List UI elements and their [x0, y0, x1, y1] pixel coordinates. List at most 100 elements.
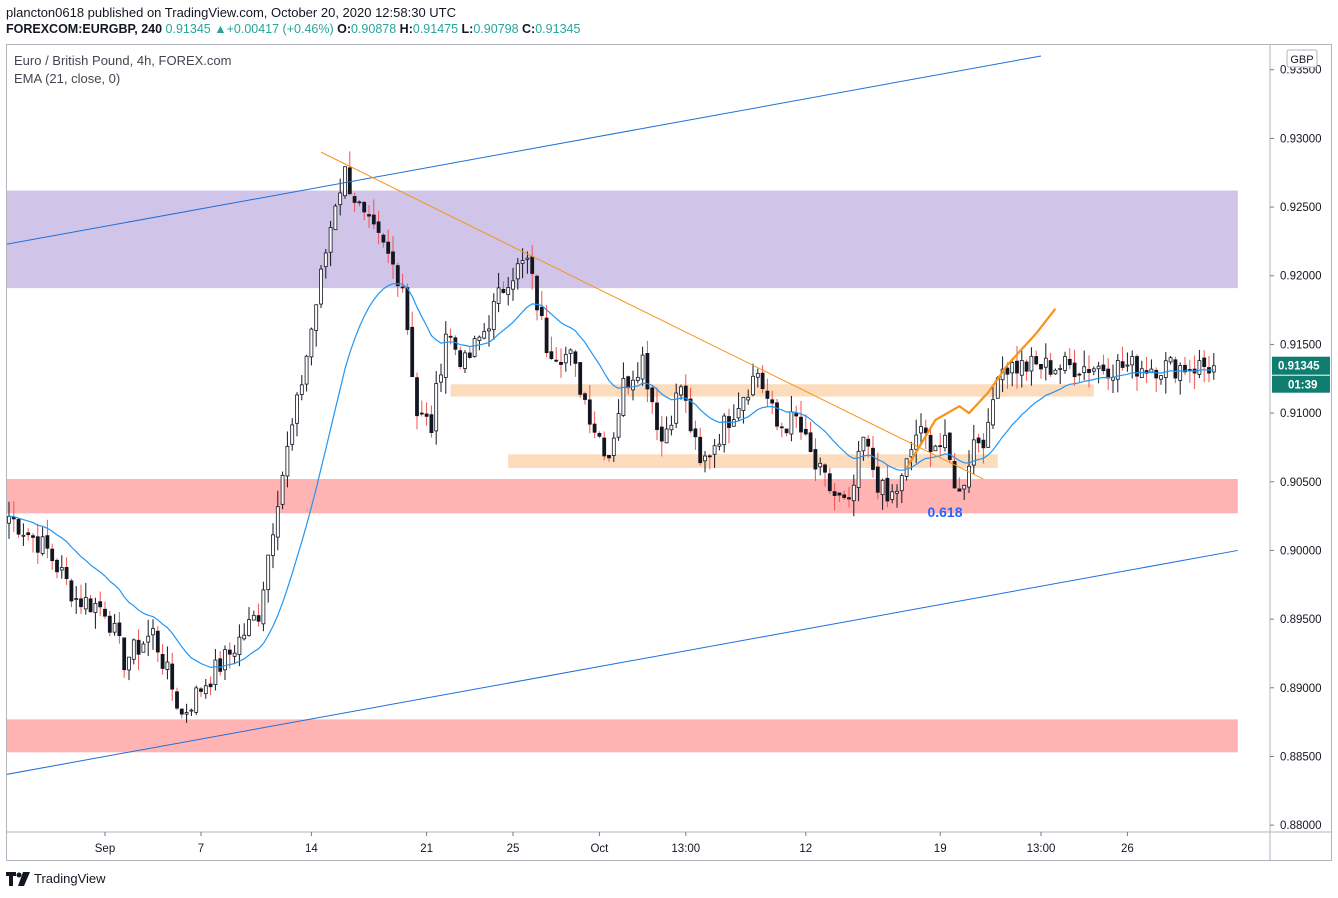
- candle-body: [607, 455, 611, 459]
- orange-zone-upper: [450, 384, 1094, 397]
- tradingview-logo-icon: [6, 871, 30, 886]
- candle-body: [535, 275, 539, 311]
- publisher-line: plancton0618 published on TradingView.co…: [6, 5, 457, 20]
- candle-body: [1019, 360, 1024, 376]
- candle-body: [851, 484, 856, 502]
- candle-body: [194, 687, 199, 713]
- up-arrow-icon: ▲: [214, 22, 227, 36]
- candle-body: [722, 415, 727, 445]
- candle-body: [707, 455, 712, 458]
- candle-body: [1048, 360, 1053, 375]
- candle-body: [875, 466, 880, 493]
- candle-body: [26, 532, 31, 536]
- candle-body: [693, 428, 698, 438]
- candle-body: [1029, 355, 1034, 372]
- candle-body: [333, 205, 338, 231]
- candle-body: [1063, 356, 1067, 371]
- candle-body: [482, 331, 487, 339]
- last-price-label: 0.91345: [1278, 361, 1320, 373]
- candle-body: [227, 649, 232, 655]
- candle-body: [1101, 364, 1106, 371]
- candle-body: [655, 402, 659, 431]
- candle-body: [1058, 368, 1063, 370]
- candle-body: [45, 535, 50, 549]
- candle-body: [621, 378, 626, 416]
- candle-body: [808, 432, 813, 453]
- candle-body: [506, 287, 511, 296]
- candle-body: [938, 445, 943, 448]
- candle-body: [1183, 364, 1187, 373]
- candle-body: [314, 304, 319, 331]
- candle-body: [544, 317, 549, 354]
- currency-badge: GBP: [1286, 49, 1318, 68]
- y-tick-label: 0.92500: [1280, 202, 1322, 214]
- candle-body: [837, 492, 842, 496]
- candle-body: [1005, 367, 1010, 375]
- candle-body: [1125, 364, 1130, 367]
- candle-body: [112, 622, 117, 633]
- ema-21-line: [8, 283, 1214, 669]
- candle-body: [131, 639, 136, 660]
- candle-body: [611, 437, 616, 456]
- candle-body: [967, 465, 971, 488]
- y-tick-label: 0.93000: [1280, 133, 1322, 145]
- candle-body: [1077, 373, 1082, 376]
- high-label: H:: [399, 22, 413, 36]
- candle-body: [736, 408, 741, 419]
- candle-body: [880, 479, 885, 496]
- candle-body: [247, 619, 251, 636]
- candle-body: [74, 598, 79, 600]
- candle-body: [981, 439, 986, 449]
- candle-body: [1168, 357, 1173, 363]
- candle-body: [35, 536, 40, 553]
- footer-brand-text: TradingView: [34, 871, 106, 886]
- candle-body: [779, 426, 784, 429]
- candle-body: [415, 377, 419, 417]
- chart-header: plancton0618 published on TradingView.co…: [6, 4, 580, 38]
- countdown-label: 01:39: [1288, 380, 1317, 392]
- candle-body: [127, 656, 131, 671]
- projection-path: [905, 308, 1057, 469]
- candle-body: [271, 534, 275, 556]
- y-tick-label: 0.93500: [1280, 65, 1322, 77]
- orange-zone-lower: [508, 454, 998, 469]
- candle-body: [1120, 361, 1125, 368]
- candle-body: [463, 352, 467, 369]
- candle-body: [256, 615, 261, 622]
- candle-body: [424, 413, 429, 417]
- last-price-tag: [1272, 356, 1330, 375]
- candle-body: [645, 353, 650, 390]
- candle-body: [1087, 369, 1091, 373]
- candle-body: [16, 518, 21, 535]
- candle-body: [703, 455, 707, 462]
- candle-body: [189, 709, 194, 712]
- x-tick-label: 12: [799, 843, 812, 855]
- y-tick-label: 0.88000: [1280, 820, 1322, 832]
- x-tick-label: 14: [305, 843, 318, 855]
- candle-body: [559, 361, 563, 365]
- candle-body: [770, 399, 775, 404]
- candle-body: [765, 390, 770, 399]
- candle-body: [160, 654, 165, 669]
- candle-body: [50, 548, 55, 562]
- candle-body: [88, 598, 93, 613]
- candle-body: [381, 234, 386, 243]
- candle-body: [208, 683, 213, 688]
- candle-body: [429, 414, 434, 433]
- plot-area: 0.618: [7, 55, 1238, 775]
- candle-body: [103, 608, 107, 617]
- candle-body: [731, 419, 736, 427]
- y-tick-label: 0.91000: [1280, 408, 1322, 420]
- y-tick-label: 0.92000: [1280, 271, 1322, 283]
- candle-body: [376, 221, 381, 233]
- candle-body: [165, 661, 170, 670]
- candle-body: [741, 396, 746, 411]
- candle-body: [458, 350, 463, 367]
- y-tick-label: 0.89000: [1280, 683, 1322, 695]
- candle-body: [554, 359, 559, 362]
- candle-body: [184, 712, 189, 715]
- candle-body: [237, 636, 242, 656]
- candle-body: [861, 436, 866, 452]
- candle-body: [31, 535, 35, 538]
